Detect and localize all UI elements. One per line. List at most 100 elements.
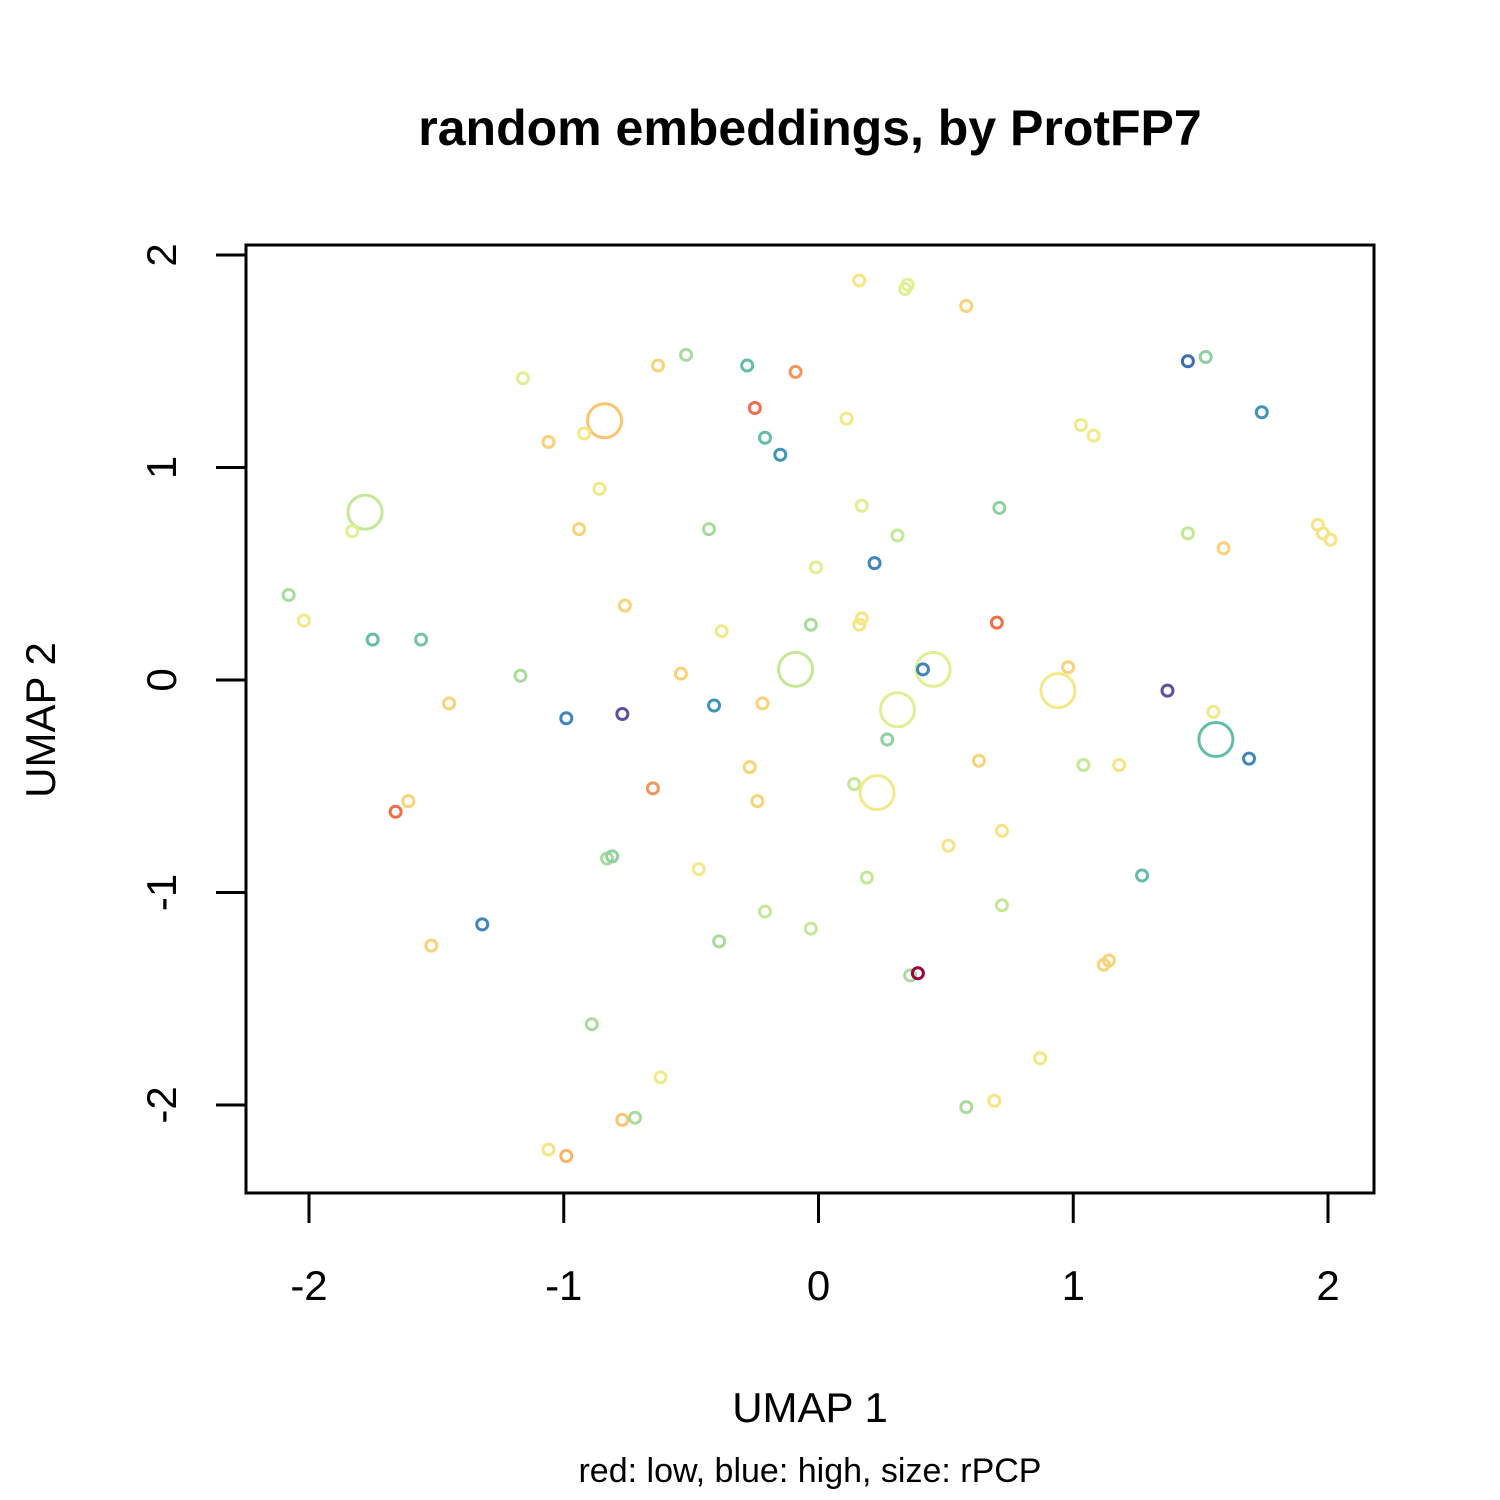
data-point [1180,526,1195,541]
data-point [345,524,360,539]
data-point [296,613,311,628]
y-tick-label: 1 [138,456,185,479]
data-point [971,753,986,768]
data-point [1254,405,1269,420]
y-tick-label: 0 [138,668,185,691]
x-tick-label: 0 [807,1262,830,1309]
data-point [859,870,874,885]
data-point [1112,758,1127,772]
data-point [803,617,818,632]
data-point [747,401,762,415]
data-point [577,426,592,441]
y-tick-label: 2 [138,243,185,266]
data-point [987,1093,1002,1108]
data-point [414,632,429,647]
data-point [615,707,630,721]
x-axis: -2 -1 0 1 2 [290,1191,1340,1309]
data-point [605,849,620,864]
data-point [852,273,867,288]
data-point [628,1110,643,1125]
plot-border [244,243,1376,1195]
data-point [442,696,457,711]
data-point [740,358,755,373]
data-point [1160,683,1175,698]
plot-frame [244,243,1376,1195]
y-axis: -2 -1 0 1 2 [138,243,248,1124]
data-point [758,430,773,445]
data-point [959,299,974,313]
data-point [712,934,727,949]
data-point [707,698,722,713]
data-point [808,560,823,575]
data-point [1242,751,1257,766]
data-point [880,732,895,747]
data-point [839,411,854,426]
data-point [1086,428,1101,443]
data-point [1180,354,1195,369]
data-point [541,435,556,449]
data-point [1216,541,1231,556]
data-point [365,632,380,647]
data-point [714,624,729,639]
data-point [914,650,952,688]
data-point [742,760,757,775]
data-point [513,668,528,683]
data-point [615,1112,630,1127]
data-point [898,282,913,296]
y-axis-label: UMAP 2 [17,642,64,798]
data-point [777,650,815,688]
data-point [758,904,773,919]
data-point [673,666,688,681]
data-point [401,794,416,809]
x-tick-label: 2 [1316,1262,1339,1309]
data-point [701,522,716,537]
data-point [515,371,530,386]
data-point [475,917,490,932]
x-tick-label: -2 [290,1262,327,1309]
data-point [750,794,765,809]
data-point [890,528,905,543]
data-point [1061,660,1076,675]
data-point [541,1142,556,1157]
data-point [1323,532,1338,547]
data-point [1206,704,1221,719]
data-point [773,447,788,462]
data-point [1039,672,1077,710]
data-point [854,498,869,513]
data-point [691,862,706,877]
data-point [1197,721,1235,758]
data-point [994,898,1009,913]
data-point [915,662,930,677]
data-point [1033,1051,1048,1066]
data-point [989,615,1004,630]
data-point [992,500,1007,515]
data-point [617,598,632,613]
data-point [858,774,896,812]
data-point [346,493,384,531]
chart-title: random embeddings, by ProtFP7 [418,100,1201,156]
data-point [1076,758,1091,772]
data-point [867,556,882,571]
data-point [854,611,869,626]
data-point [959,1100,974,1115]
data-point [584,1017,599,1032]
data-point [388,804,403,819]
data-point [1135,868,1150,883]
data-point [852,617,867,632]
x-axis-label: UMAP 1 [732,1384,888,1431]
data-point [941,838,956,853]
data-point [1101,953,1116,968]
chart-subtitle: red: low, blue: high, size: rPCP [578,1452,1041,1490]
data-point [910,966,925,981]
data-point [592,481,607,496]
data-point [1073,418,1088,432]
y-tick-label: -1 [138,874,185,911]
data-point [847,777,862,792]
data-points [281,273,1338,1163]
data-point [651,358,666,373]
data-point [878,691,916,729]
data-point [572,522,587,537]
x-tick-label: -1 [545,1262,582,1309]
data-point [994,823,1009,838]
